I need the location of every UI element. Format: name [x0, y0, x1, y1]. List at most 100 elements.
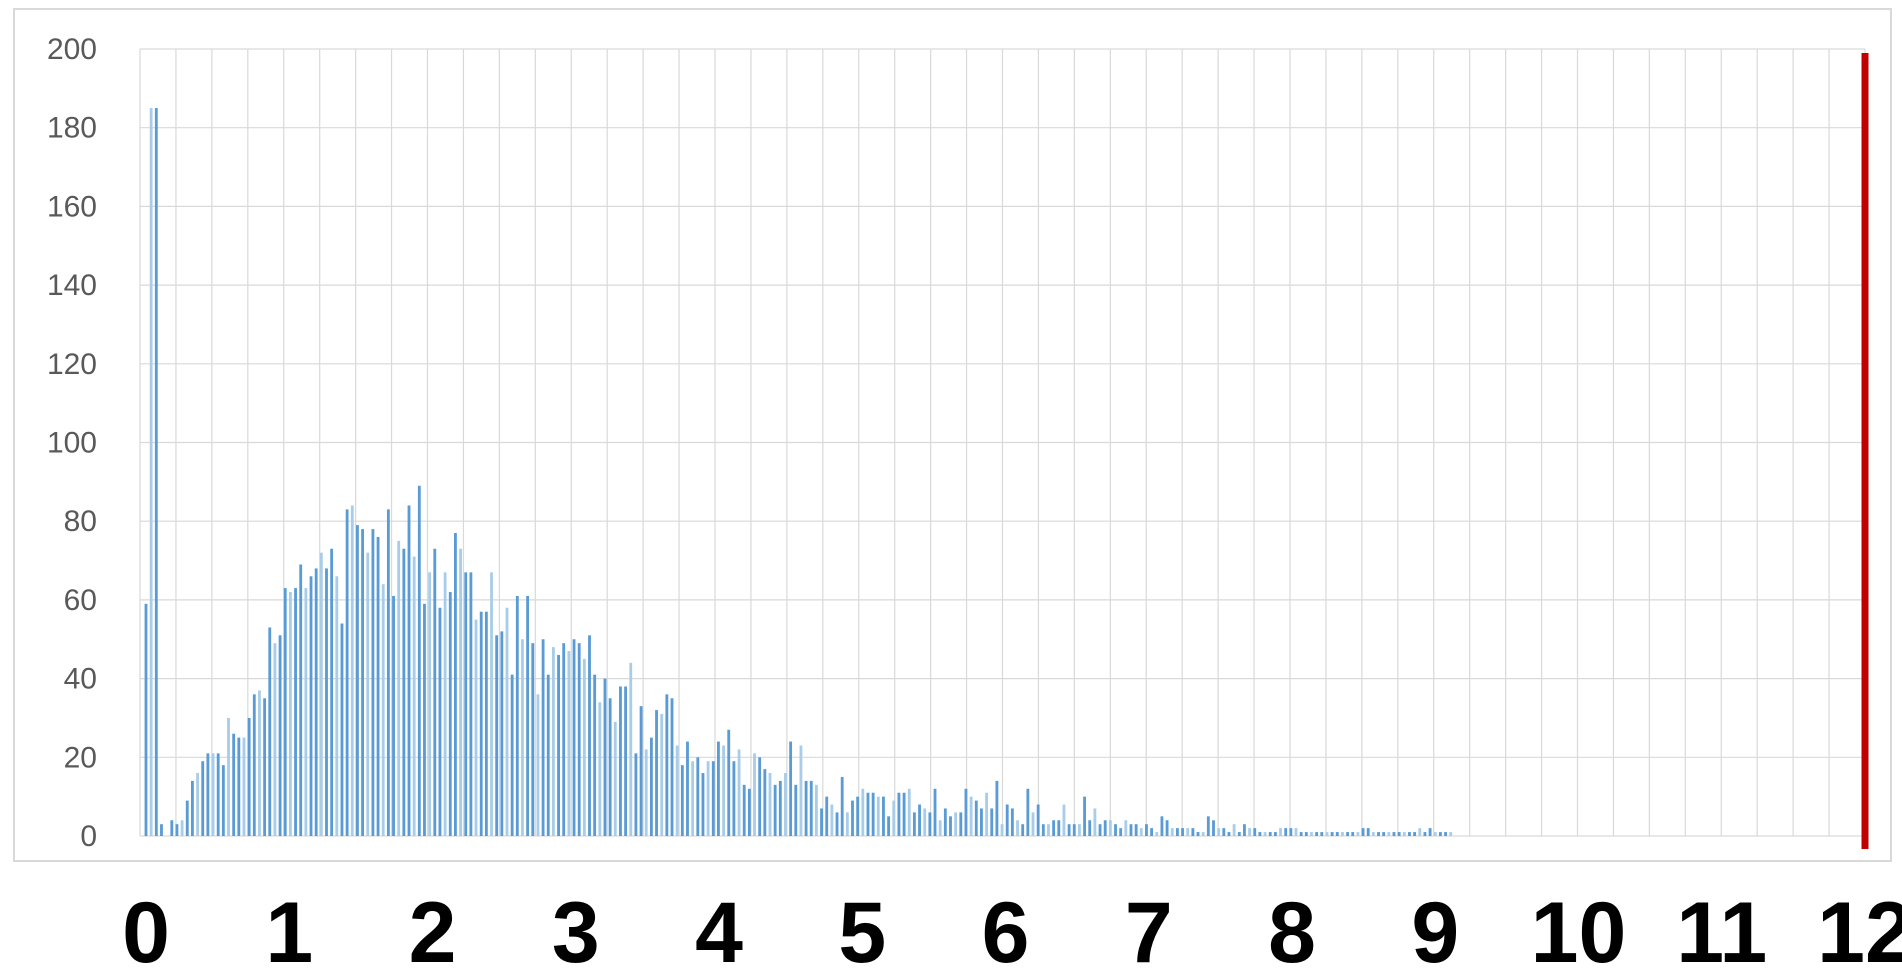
histogram-bar — [1320, 832, 1324, 836]
histogram-bar — [1408, 832, 1411, 836]
histogram-bar — [747, 788, 751, 836]
histogram-bar — [1387, 832, 1391, 836]
histogram-bar — [1212, 820, 1215, 836]
histogram-bar — [1258, 832, 1262, 836]
histogram-bar — [170, 820, 174, 836]
histogram-bar — [871, 792, 875, 836]
histogram-bar — [1031, 812, 1035, 836]
histogram-bar — [789, 741, 793, 836]
histogram-bar — [232, 733, 236, 836]
histogram-bar — [345, 509, 349, 836]
histogram-bar — [1062, 804, 1066, 836]
histogram-bar — [711, 761, 715, 836]
histogram-bar — [1186, 828, 1190, 836]
x-tick-label: 2 — [409, 885, 457, 975]
histogram-bar — [1124, 820, 1128, 836]
histogram-bar — [742, 784, 746, 836]
histogram-bar — [1366, 828, 1370, 836]
histogram-bar — [737, 749, 741, 836]
histogram-bar — [464, 572, 468, 836]
histogram-bar — [1129, 824, 1133, 836]
histogram-bar — [758, 757, 762, 836]
histogram-bar — [263, 698, 267, 836]
x-tick-label: 12 — [1817, 885, 1902, 975]
histogram-bar — [1299, 832, 1303, 836]
histogram-bar — [206, 753, 210, 836]
histogram-bar — [443, 572, 447, 836]
histogram-bar — [515, 595, 519, 836]
histogram-bar — [1191, 828, 1195, 836]
histogram-bar — [469, 572, 473, 836]
histogram-bar — [227, 717, 230, 836]
histogram-bar — [1377, 832, 1380, 836]
histogram-bar — [1139, 828, 1143, 836]
histogram-bar — [325, 568, 328, 836]
histogram-bar — [1341, 832, 1344, 836]
histogram-bar — [211, 753, 215, 836]
histogram-bar — [1016, 820, 1019, 836]
histogram-bar — [624, 686, 628, 836]
histogram-bar — [1413, 832, 1417, 836]
histogram-bar — [459, 548, 462, 836]
histogram-bar — [949, 816, 952, 836]
histogram-bar — [794, 784, 798, 836]
histogram-bar — [964, 788, 968, 836]
x-tick-label: 6 — [982, 885, 1030, 975]
histogram-bar — [417, 485, 421, 836]
histogram-bar — [381, 584, 385, 836]
histogram-bar — [639, 706, 643, 836]
histogram-bar — [546, 674, 550, 836]
histogram-bar — [1346, 832, 1349, 836]
histogram-bar — [1175, 828, 1179, 836]
histogram-bar — [392, 595, 395, 836]
histogram-bar — [1072, 824, 1076, 836]
x-axis-ticks: 0 1 2 3 4 5 6 7 8 9 10 11 12 — [122, 885, 1902, 975]
histogram-bar — [397, 540, 401, 836]
histogram-bar — [521, 639, 524, 836]
histogram-bar — [495, 635, 499, 836]
histogram-bar — [1134, 824, 1138, 836]
histogram-bar — [562, 643, 566, 836]
histogram-bar — [649, 737, 653, 836]
histogram-bar — [1150, 828, 1154, 836]
histogram-bar — [670, 698, 674, 836]
histogram-bar — [1284, 828, 1288, 836]
histogram-bar — [954, 812, 958, 836]
histogram-bar — [1325, 832, 1329, 836]
histogram-bar — [825, 796, 829, 836]
histogram-bar — [768, 773, 772, 836]
histogram-bar — [484, 611, 488, 836]
histogram-bar — [820, 808, 823, 836]
histogram-bar — [598, 702, 602, 836]
histogram-bar — [1253, 828, 1257, 836]
histogram-bar — [1093, 808, 1097, 836]
histogram-bar — [299, 564, 303, 836]
histogram-bar — [680, 765, 684, 836]
histogram-bar — [1382, 832, 1386, 836]
histogram-bar — [928, 812, 932, 836]
histogram-bar — [242, 737, 246, 836]
histogram-bar — [1041, 824, 1045, 836]
histogram-bar — [969, 796, 973, 836]
histogram-bar — [1108, 820, 1112, 836]
histogram-bar — [531, 643, 535, 836]
histogram-bar — [1273, 832, 1277, 836]
histogram-bar — [696, 757, 700, 836]
histogram-bar — [144, 603, 148, 836]
histogram-bar — [407, 505, 411, 836]
x-tick-label: 1 — [265, 885, 313, 975]
histogram-bar — [1155, 832, 1159, 836]
histogram-bar — [1222, 828, 1226, 836]
histogram-bar — [216, 753, 220, 836]
histogram-bar — [1263, 832, 1267, 836]
histogram-bar — [1232, 824, 1236, 836]
histogram-bar — [856, 796, 860, 836]
histogram-bar — [1310, 832, 1313, 836]
histogram-bar — [350, 505, 354, 836]
histogram-bar — [1047, 824, 1050, 836]
histogram-bar — [1165, 820, 1169, 836]
histogram-bar — [366, 552, 370, 836]
histogram-bar — [686, 741, 689, 836]
histogram-bar — [479, 611, 483, 836]
histogram-bar — [237, 737, 241, 836]
